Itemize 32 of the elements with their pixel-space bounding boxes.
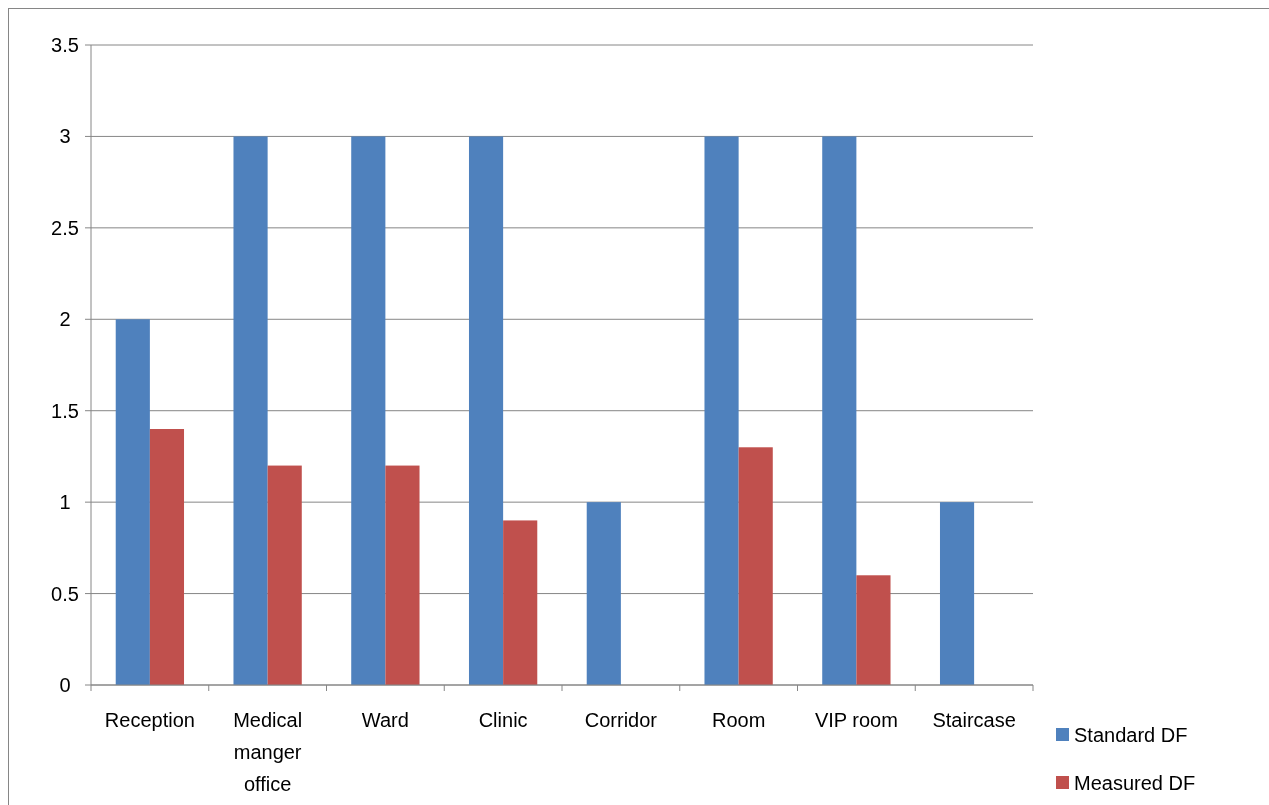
legend-label: Standard DF (1074, 724, 1188, 746)
bar (233, 136, 268, 685)
y-tick-label: 1.5 (51, 399, 79, 422)
bar (267, 465, 302, 685)
y-tick-label: 3 (59, 125, 71, 148)
bar (351, 136, 386, 685)
legend-label: Measured DF (1074, 772, 1196, 794)
x-tick-label: VIP room (814, 709, 898, 731)
x-tick-label: Room (711, 709, 766, 731)
y-tick-label: 2.5 (51, 216, 79, 239)
bar (738, 447, 773, 685)
y-tick-label: 2 (59, 308, 71, 331)
bar (115, 319, 150, 685)
y-tick-label: 0 (59, 674, 71, 696)
x-tick-label: Reception (104, 709, 195, 731)
bar (939, 502, 975, 685)
x-tick-label: Medical manger office (233, 709, 303, 795)
bar (856, 575, 891, 685)
y-tick-label: 0.5 (51, 582, 79, 605)
bar (385, 465, 420, 685)
bar (468, 136, 504, 685)
x-tick-label: Corridor (584, 709, 658, 731)
bar (586, 502, 621, 685)
bar (149, 429, 185, 685)
x-tick-label: Staircase (932, 709, 1016, 731)
bar (704, 136, 739, 685)
bar (503, 520, 538, 685)
x-tick-label: Clinic (478, 709, 528, 731)
y-tick-label: 3.5 (51, 34, 79, 56)
x-tick-label: Ward (361, 709, 409, 731)
bar (822, 136, 857, 685)
y-tick-label: 1 (59, 491, 71, 514)
